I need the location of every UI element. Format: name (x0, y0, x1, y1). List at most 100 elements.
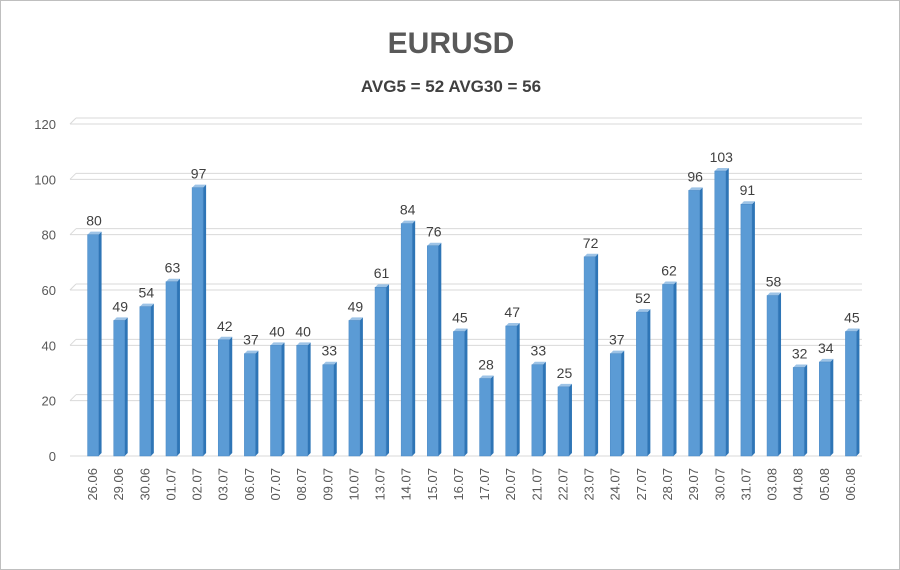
bar-top (165, 278, 180, 282)
bar (139, 306, 152, 457)
data-label: 96 (687, 168, 703, 184)
bar (845, 331, 857, 457)
data-label: 40 (269, 323, 285, 339)
bar-side (725, 168, 729, 457)
x-tick-label: 07.07 (268, 468, 283, 501)
bar-side (98, 231, 102, 456)
x-tick-label: 16.07 (451, 468, 466, 501)
bar-top (113, 317, 128, 321)
x-tick-label: 13.07 (373, 468, 388, 501)
x-tick-label: 05.08 (817, 468, 832, 501)
y-tick-label: 100 (34, 172, 56, 187)
gridline-depth (69, 283, 77, 291)
bar-top (139, 303, 154, 307)
y-tick-label: 80 (42, 228, 56, 243)
x-tick-label: 01.07 (163, 468, 178, 501)
bar-top (793, 364, 808, 368)
bar-top (453, 328, 468, 332)
data-label: 47 (504, 304, 520, 320)
x-tick-label: 28.07 (660, 468, 675, 501)
data-label: 103 (710, 149, 734, 165)
bar-top (636, 309, 651, 313)
x-tick-label: 27.07 (634, 468, 649, 501)
bar-top (296, 342, 311, 346)
data-label: 49 (112, 298, 128, 314)
bar-top (819, 358, 834, 362)
y-tick-label: 120 (34, 117, 56, 132)
data-label: 33 (531, 343, 547, 359)
bar (400, 223, 413, 457)
y-tick-label: 20 (42, 394, 56, 409)
bar-side (281, 342, 285, 456)
bar-side (359, 317, 363, 456)
gridline-depth (69, 228, 77, 236)
x-tick-label: 30.06 (137, 468, 152, 501)
bar (113, 320, 125, 457)
bar-top (87, 231, 102, 235)
x-tick-label: 29.06 (111, 468, 126, 501)
y-tick-label: 40 (42, 338, 56, 353)
x-tick-label: 15.07 (425, 468, 440, 501)
data-label: 62 (661, 262, 677, 278)
gridline-depth (69, 117, 77, 125)
x-tick-label: 22.07 (555, 468, 570, 501)
bar-top (192, 184, 207, 188)
data-label: 63 (165, 260, 181, 276)
bar-side (176, 278, 180, 456)
bar-top (714, 168, 729, 172)
chart-subtitle: AVG5 = 52 AVG30 = 56 (360, 77, 542, 96)
bar (531, 364, 544, 457)
x-tick-label: 08.07 (294, 468, 309, 501)
bar-top (401, 220, 416, 224)
bar (296, 345, 308, 457)
data-label: 52 (635, 290, 651, 306)
bar (583, 256, 596, 457)
bar (270, 345, 282, 457)
bar-side (438, 242, 442, 456)
y-tick-label: 0 (49, 449, 56, 464)
bar-top (479, 375, 494, 379)
x-tick-label: 03.08 (765, 468, 780, 501)
bar (348, 320, 361, 457)
bar-top (845, 328, 860, 332)
bar (609, 353, 622, 457)
bar-top (740, 201, 755, 205)
bar-side (804, 364, 808, 456)
bar-top (348, 317, 363, 321)
data-label: 76 (426, 224, 442, 240)
bar-top (557, 383, 572, 387)
data-label: 45 (452, 310, 468, 326)
x-tick-label: 10.07 (346, 468, 361, 501)
x-tick-label: 06.07 (242, 468, 257, 501)
x-tick-label: 06.08 (843, 468, 858, 501)
bar-side (307, 342, 311, 456)
data-label: 32 (792, 345, 808, 361)
gridline-depth (69, 394, 77, 402)
x-tick-label: 29.07 (686, 468, 701, 501)
bar-top (505, 322, 520, 326)
bar-side (255, 350, 259, 456)
data-label: 58 (766, 274, 782, 290)
data-label: 34 (818, 340, 834, 356)
data-label: 49 (348, 298, 364, 314)
bar-top (244, 350, 259, 354)
bar-side (778, 292, 782, 456)
bar (819, 361, 831, 457)
bar (714, 170, 727, 457)
data-label: 37 (609, 332, 625, 348)
bar-side (542, 361, 546, 456)
bar (244, 353, 256, 457)
bar-top (767, 292, 782, 296)
x-tick-label: 09.07 (320, 468, 335, 501)
bar (557, 386, 570, 457)
bar-side (333, 361, 337, 456)
x-tick-label: 04.08 (791, 468, 806, 501)
bar (688, 190, 700, 457)
data-label: 33 (321, 343, 337, 359)
data-label: 37 (243, 332, 259, 348)
data-label: 28 (478, 357, 494, 373)
data-label: 40 (295, 323, 311, 339)
x-tick-label: 02.07 (190, 468, 205, 501)
x-tick-label: 26.06 (85, 468, 100, 501)
